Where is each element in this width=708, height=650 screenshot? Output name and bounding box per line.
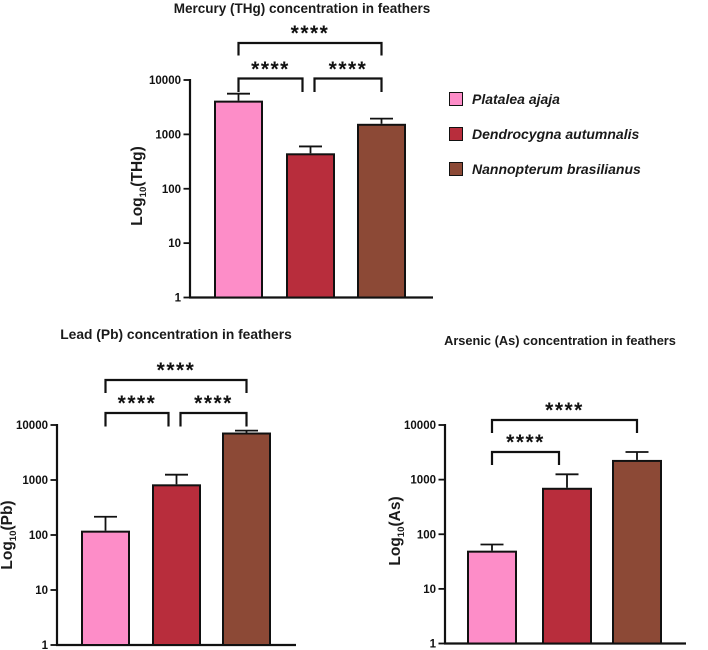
tick-label: 100	[417, 529, 436, 541]
mercury-chart-title: Mercury (THg) concentration in feathers	[173, 1, 431, 16]
tick-label: 100	[29, 530, 48, 542]
lead-y-axis-label: Log10(Pb)	[0, 500, 19, 569]
significance-bracket	[104, 378, 248, 393]
tick-label: 100	[162, 184, 181, 196]
tick-label: 10	[423, 584, 436, 596]
tick-label: 10000	[16, 420, 48, 432]
lead-chart-title: Lead (Pb) concentration in feathers	[60, 327, 292, 342]
bar	[214, 100, 263, 299]
legend-label: Nannopterum brasilianus	[472, 161, 641, 177]
y-label-text: (THg)	[128, 146, 146, 187]
y-label-subscript: 10	[8, 530, 20, 542]
y-label-text: Log	[386, 537, 404, 566]
significance-bracket	[179, 411, 248, 427]
y-label-text: Log	[128, 197, 146, 226]
significance-bracket	[490, 418, 639, 433]
legend-item: Platalea ajaja	[449, 91, 641, 107]
tick-label: 1	[430, 639, 437, 650]
significance-stars: ****	[157, 359, 196, 382]
bar	[81, 530, 130, 646]
bar	[152, 484, 201, 646]
y-label-subscript: 10	[138, 186, 150, 198]
significance-stars: ****	[506, 431, 545, 454]
significance-stars: ****	[329, 58, 368, 81]
significance-stars: ****	[291, 22, 330, 45]
bar	[222, 432, 271, 647]
legend-swatch-pink	[449, 92, 463, 106]
significance-bracket	[313, 77, 383, 92]
legend-label: Dendrocygna autumnalis	[472, 126, 640, 142]
significance-stars: ****	[545, 399, 584, 422]
arsenic-y-axis-label: Log10(As)	[387, 496, 407, 565]
tick-label: 10	[35, 585, 48, 597]
legend-label: Platalea ajaja	[472, 91, 560, 107]
bar	[467, 550, 517, 645]
tick-label: 1000	[22, 475, 48, 487]
y-label-text: (Pb)	[0, 500, 16, 531]
y-label-text: Log	[0, 541, 16, 570]
y-label-subscript: 10	[396, 526, 408, 538]
legend-item: Nannopterum brasilianus	[449, 161, 641, 177]
significance-bracket	[490, 450, 561, 465]
bar	[612, 459, 662, 645]
legend: Platalea ajaja Dendrocygna autumnalis Na…	[449, 91, 641, 196]
tick-label: 10000	[149, 75, 181, 87]
tick-label: 1	[175, 293, 182, 305]
significance-stars: ****	[194, 392, 233, 415]
significance-bracket	[237, 41, 383, 56]
bar	[286, 153, 335, 299]
arsenic-chart-title: Arsenic (As) concentration in feathers	[444, 333, 676, 348]
significance-bracket	[237, 77, 304, 92]
tick-label: 10	[168, 238, 181, 250]
bar	[357, 123, 406, 299]
tick-label: 1	[42, 640, 49, 650]
legend-item: Dendrocygna autumnalis	[449, 126, 641, 142]
legend-swatch-brown	[449, 162, 463, 176]
legend-swatch-red	[449, 127, 463, 141]
y-label-text: (As)	[386, 496, 404, 527]
bar	[542, 487, 592, 645]
tick-label: 1000	[410, 475, 436, 487]
mercury-y-axis-label: Log10(THg)	[129, 146, 149, 226]
significance-stars: ****	[251, 58, 290, 81]
tick-label: 10000	[404, 420, 436, 432]
tick-label: 1000	[155, 129, 181, 141]
significance-stars: ****	[118, 392, 157, 415]
significance-bracket	[104, 411, 170, 427]
